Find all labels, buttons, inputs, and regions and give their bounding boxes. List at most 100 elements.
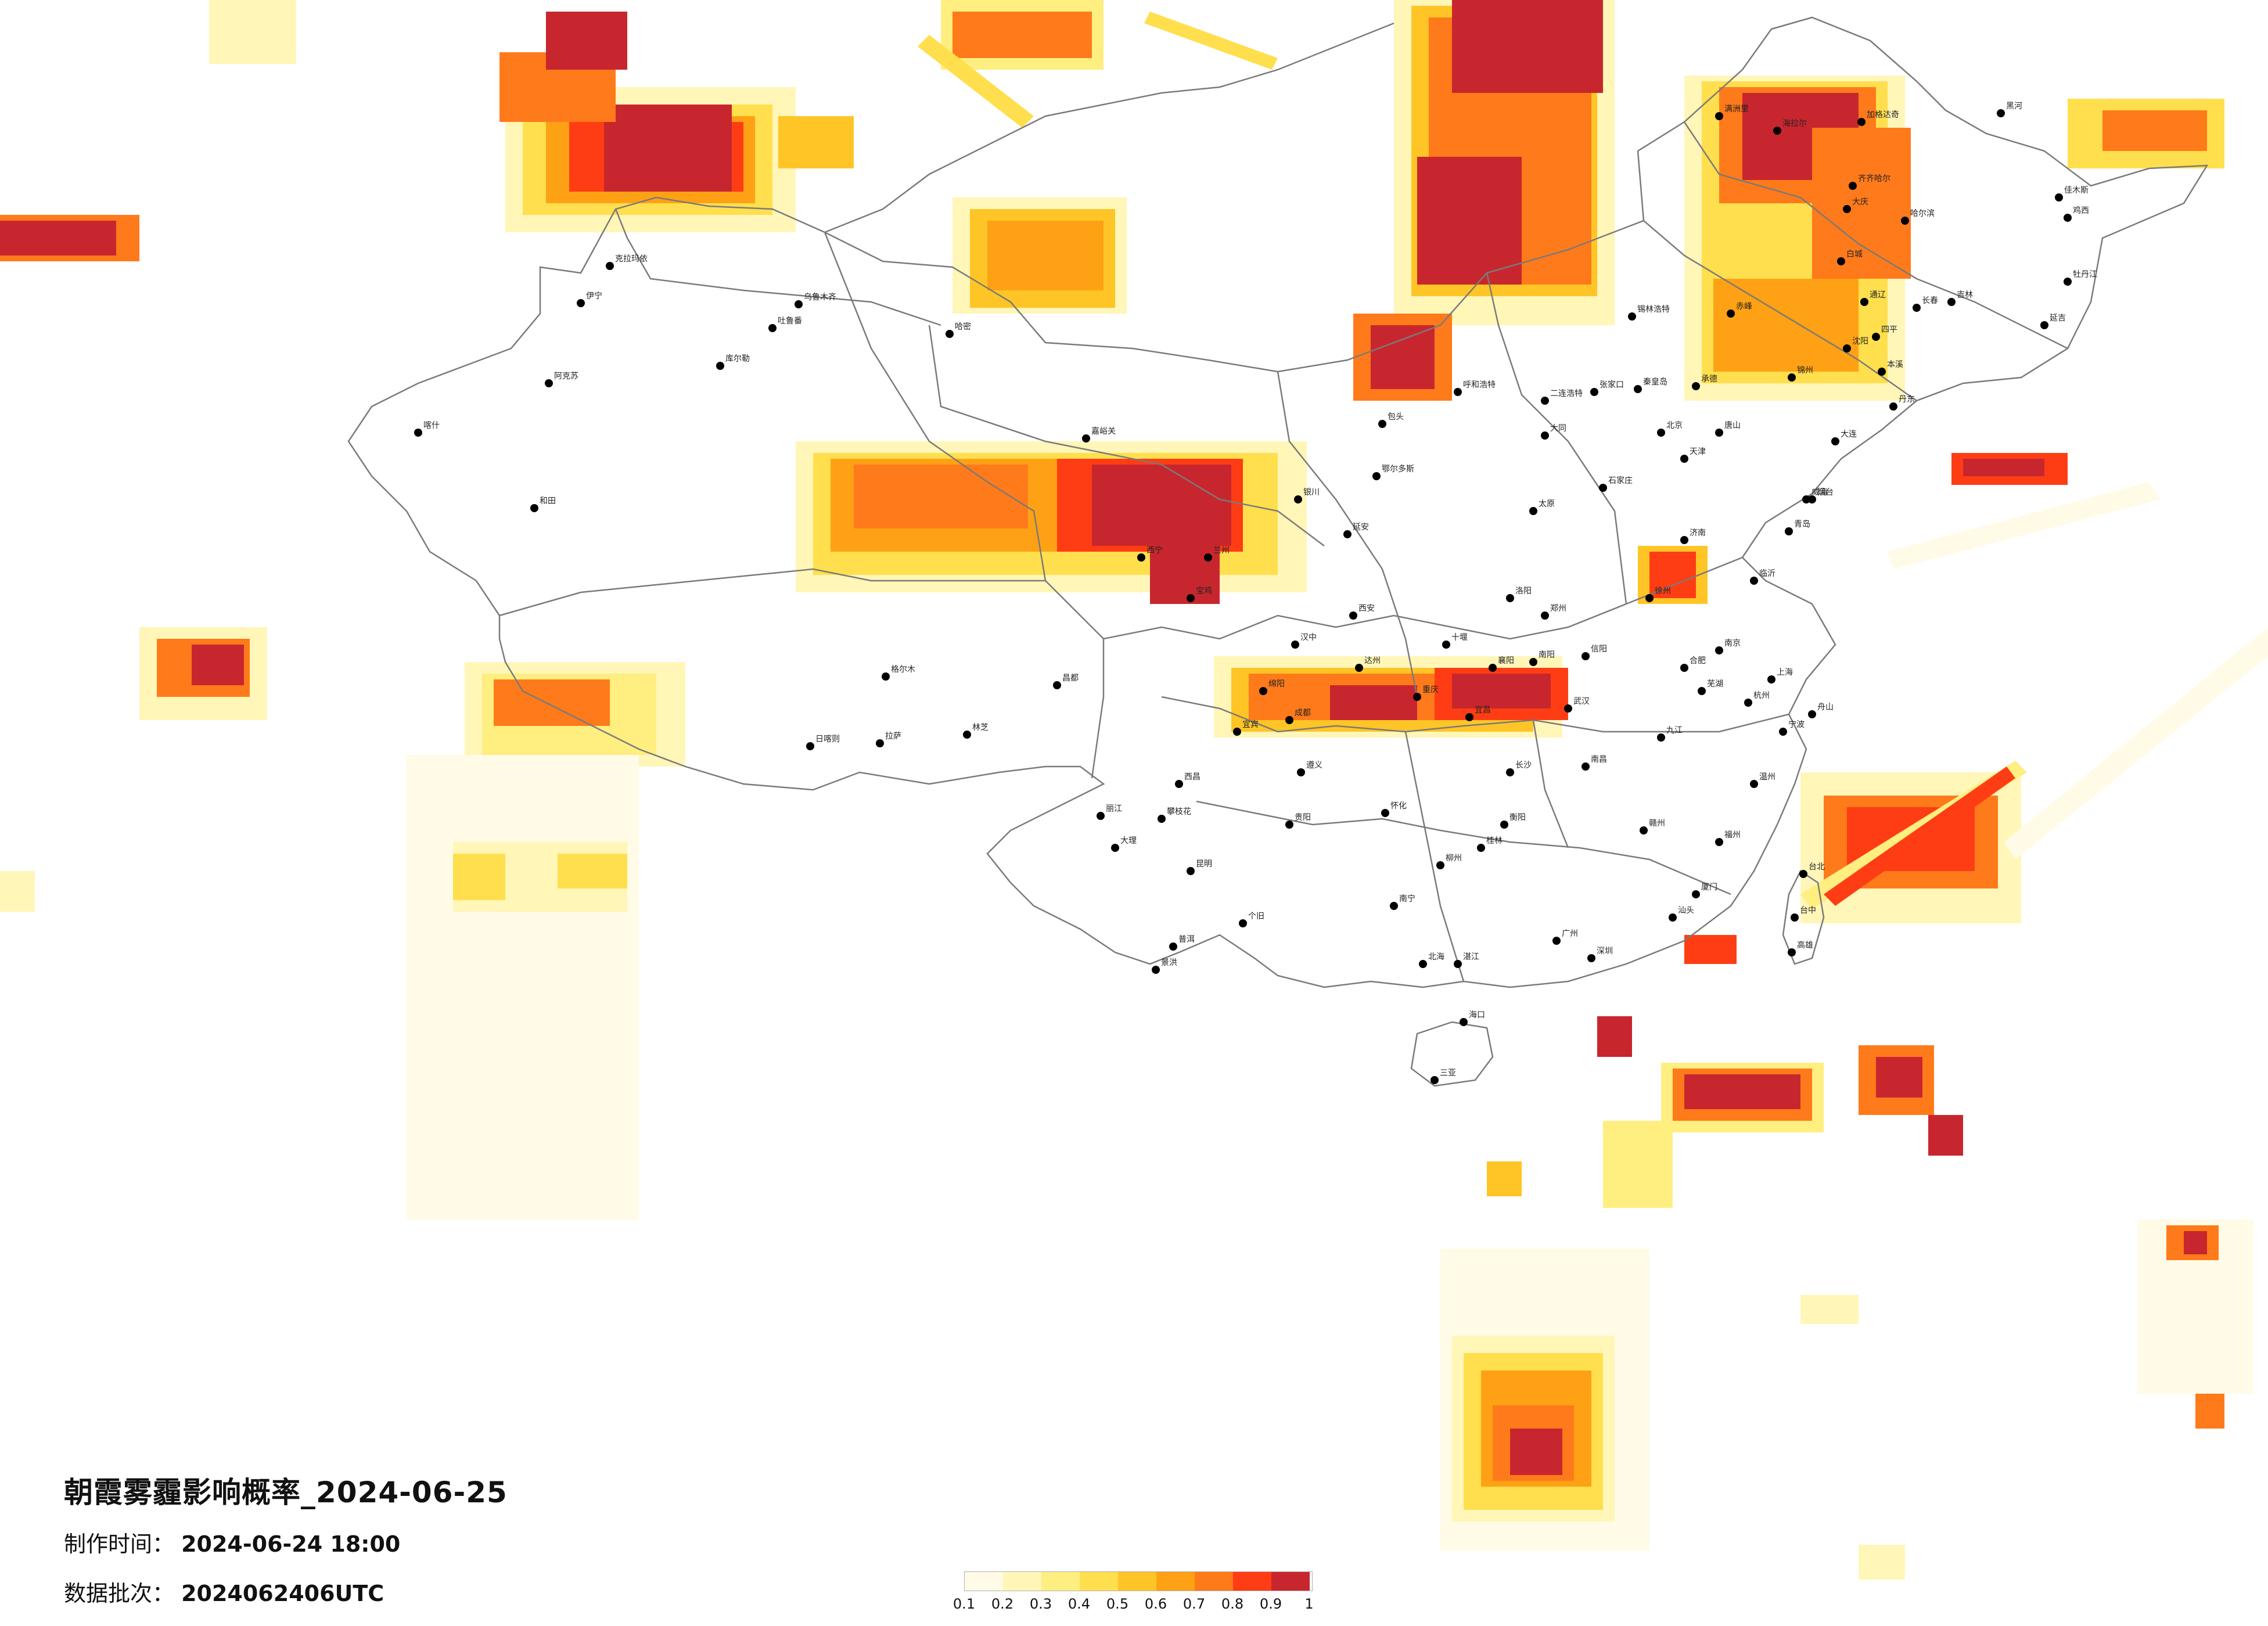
city-dot [606,262,614,270]
city-label: 牡丹江 [2073,270,2097,279]
city-dot [1152,966,1160,974]
city-label: 北京 [1666,421,1683,430]
city-dot [1849,182,1857,190]
city-label: 武汉 [1573,697,1590,706]
city-dot [1430,1076,1439,1084]
city-dot [1175,780,1183,788]
city-label: 林芝 [972,723,989,732]
city-dot [1097,812,1105,820]
city-marker: 鸡西 [2064,206,2089,222]
city-marker: 长沙 [1506,761,1532,776]
made-time-line: 制作时间： 2024-06-24 18:00 [64,1526,508,1558]
city-marker: 赣州 [1640,819,1665,834]
city-label: 汕头 [1678,906,1694,915]
city-label: 昆明 [1196,859,1212,869]
city-label: 台北 [1809,862,1825,872]
city-marker: 黑河 [1997,102,2022,117]
city-marker: 贵阳 [1285,813,1311,829]
city-dot [2064,278,2072,286]
city-marker: 南阳 [1529,650,1555,666]
city-marker: 本溪 [1878,360,1903,376]
city-marker: 满洲里 [1715,105,1749,120]
city-label: 日喀则 [815,735,840,744]
city-dot [1857,118,1866,126]
city-dot [1582,762,1590,771]
city-marker: 四平 [1872,325,1897,341]
city-label: 达州 [1364,656,1381,665]
city-label: 锦州 [1797,365,1813,375]
city-dot [1454,960,1462,968]
city-marker: 吉林 [1947,290,1973,306]
city-label: 拉萨 [885,732,901,741]
city-dot [1692,382,1700,390]
city-dot [1628,312,1636,321]
city-marker: 延安 [1343,523,1369,538]
city-marker: 西昌 [1175,772,1201,788]
city-marker: 丽江 [1097,804,1122,820]
city-marker: 大同 [1541,424,1566,440]
city-dot [1204,553,1212,562]
city-marker: 包头 [1378,412,1404,428]
city-dot [1529,658,1537,666]
city-marker: 柳州 [1436,853,1462,869]
city-label: 厦门 [1701,883,1717,892]
city-dot [1349,611,1357,620]
city-label: 满洲里 [1724,105,1749,114]
city-dot [946,330,954,338]
city-label: 昌都 [1062,674,1079,683]
city-marker: 上海 [1767,668,1793,684]
city-label: 大同 [1550,424,1566,433]
city-dot [1381,809,1389,817]
city-marker: 牡丹江 [2064,270,2097,286]
city-marker: 成都 [1285,708,1311,724]
city-marker: 嘉峪关 [1082,427,1116,443]
city-label: 乌鲁木齐 [804,293,836,302]
taiwan-island [1782,870,1825,965]
city-label: 石家庄 [1608,476,1633,485]
city-dot [1413,693,1421,701]
city-dot [1564,704,1572,713]
city-dot [1239,919,1247,927]
city-label: 呼和浩特 [1463,380,1496,390]
city-marker: 宝鸡 [1187,586,1212,602]
city-dot [1506,594,1514,602]
legend-tick-label: 0.9 [1259,1596,1282,1612]
city-marker: 威海 [1802,488,1828,503]
city-label: 南阳 [1539,650,1555,660]
city-dot [1802,495,1810,503]
city-dot [1767,675,1775,684]
batch-line: 数据批次： 2024062406UTC [64,1575,508,1607]
city-marker: 承德 [1692,375,1717,390]
city-marker: 齐齐哈尔 [1849,174,1890,190]
city-label: 遵义 [1306,760,1322,770]
hainan-island [1410,1021,1494,1087]
city-marker: 佳木斯 [2055,186,2089,202]
city-dot [1788,948,1796,956]
city-dot [1285,716,1293,724]
city-dot [1454,388,1462,396]
made-time-value: 2024-06-24 18:00 [181,1531,401,1557]
city-label: 普洱 [1178,935,1195,944]
city-label: 长沙 [1515,761,1532,770]
city-marker: 呼和浩特 [1454,380,1496,396]
city-dot [1343,530,1352,538]
city-marker: 哈尔滨 [1901,209,1935,225]
city-dot [1634,385,1642,393]
city-dot [1111,844,1119,852]
city-dot [1843,344,1851,352]
probability-heat-layer [0,0,2268,1580]
city-marker: 昆明 [1187,859,1212,875]
city-dot [1901,217,1909,225]
city-dot [1541,431,1549,440]
city-dot [1541,397,1549,405]
city-dot [1843,205,1851,213]
legend-tick-label: 0.5 [1106,1596,1129,1612]
city-dot [1698,687,1706,695]
city-label: 伊宁 [586,291,602,301]
city-marker: 攀枝花 [1158,807,1191,823]
city-label: 台中 [1800,906,1816,915]
city-label: 南宁 [1399,894,1415,904]
city-marker: 青岛 [1785,520,1810,535]
heat-cluster-mongolia [941,0,1615,401]
city-marker: 阿克苏 [545,372,578,387]
